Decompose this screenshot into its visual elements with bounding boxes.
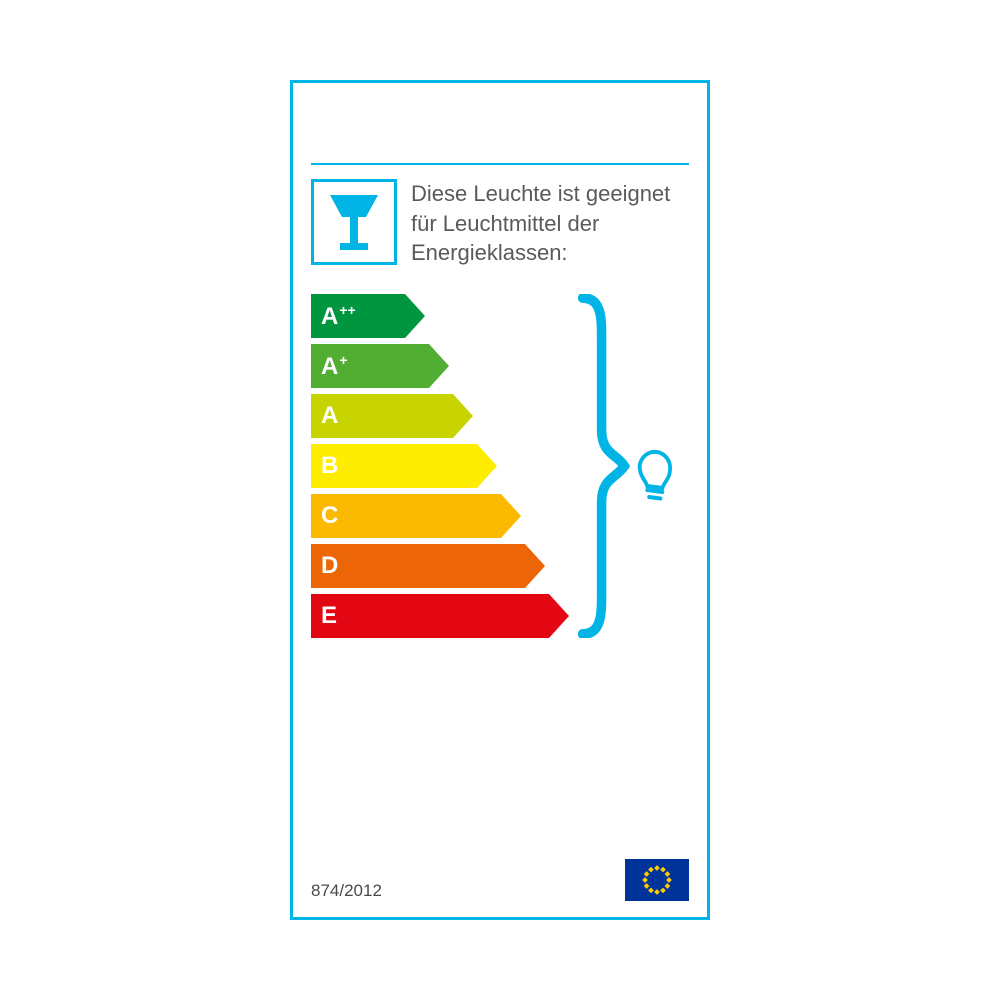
classes-area: A++ A+ ABCDE [311, 294, 689, 643]
lamp-icon [326, 191, 382, 253]
description-text: Diese Leuchte ist geeignet für Leuchtmit… [411, 179, 689, 268]
energy-bar: A [311, 394, 569, 438]
energy-bar: D [311, 544, 569, 588]
footer: 874/2012 [311, 859, 689, 901]
energy-bar: A+ [311, 344, 569, 388]
energy-bars: A++ A+ ABCDE [311, 294, 569, 643]
energy-bar: C [311, 494, 569, 538]
lamp-icon-box [311, 179, 397, 265]
divider [311, 163, 689, 165]
eu-flag [625, 859, 689, 901]
energy-bar: B [311, 444, 569, 488]
bracket-icon [575, 294, 689, 638]
regulation-number: 874/2012 [311, 881, 382, 901]
energy-bar: A++ [311, 294, 569, 338]
header-row: Diese Leuchte ist geeignet für Leuchtmit… [311, 179, 689, 268]
energy-label: Diese Leuchte ist geeignet für Leuchtmit… [290, 80, 710, 920]
bracket-column [575, 294, 689, 643]
energy-bar: E [311, 594, 569, 638]
